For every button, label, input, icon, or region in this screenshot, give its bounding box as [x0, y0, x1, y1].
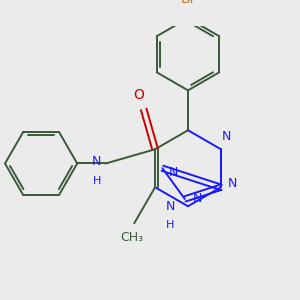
- Text: N: N: [192, 193, 202, 206]
- Text: O: O: [134, 88, 144, 102]
- Text: N: N: [227, 177, 237, 190]
- Text: N: N: [92, 155, 101, 168]
- Text: Br: Br: [180, 0, 196, 6]
- Text: N: N: [222, 130, 231, 142]
- Text: N: N: [165, 200, 175, 213]
- Text: N: N: [169, 166, 178, 178]
- Text: H: H: [166, 220, 175, 230]
- Text: CH₃: CH₃: [120, 231, 143, 244]
- Text: H: H: [93, 176, 101, 186]
